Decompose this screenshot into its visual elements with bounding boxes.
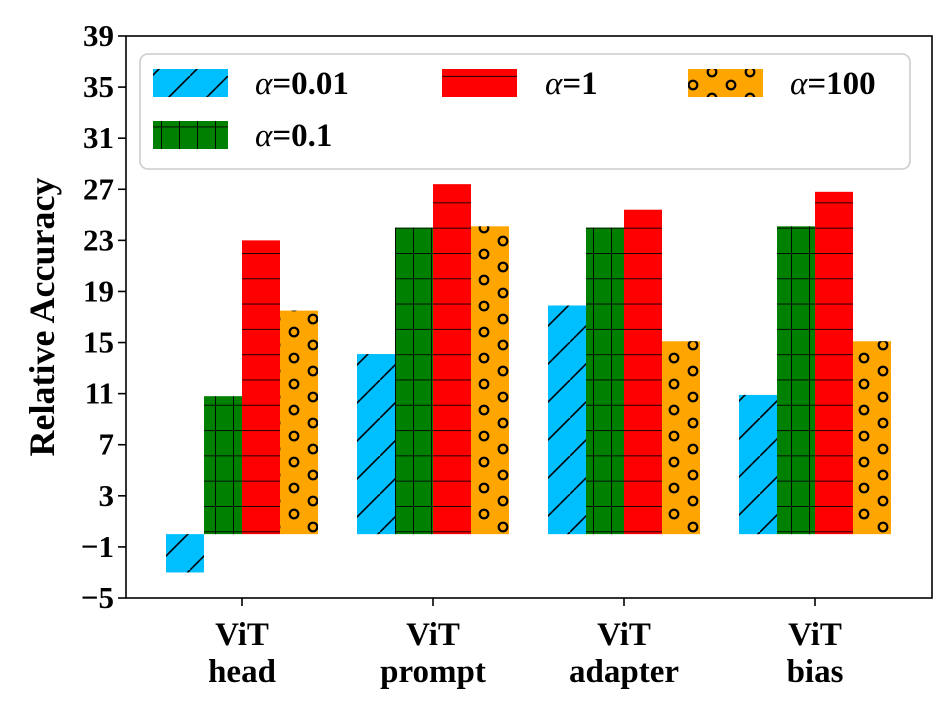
y-tick-label: 19 bbox=[83, 273, 114, 308]
bar--100-bias-hatch bbox=[853, 341, 891, 535]
y-tick-label: 11 bbox=[85, 376, 114, 411]
legend-swatch-alpha-0.1-hatch bbox=[153, 121, 228, 149]
y-tick-label: 27 bbox=[83, 171, 114, 206]
x-tick-label: prompt bbox=[380, 654, 486, 690]
bar--0.1-prompt-hatch bbox=[395, 227, 433, 535]
legend-label-alpha-0.1: α=0.1 bbox=[255, 118, 332, 154]
legend-swatch-alpha-1-hatch bbox=[442, 69, 517, 97]
x-tick-label: head bbox=[208, 654, 276, 690]
bar--0.1-adapter-hatch bbox=[586, 227, 624, 535]
bar--1-adapter-hatch bbox=[624, 209, 662, 535]
y-tick-label: −1 bbox=[81, 529, 114, 564]
bar--0.01-bias-hatch bbox=[739, 394, 777, 535]
legend-label-alpha-0.01: α=0.01 bbox=[255, 66, 349, 102]
bars-group bbox=[166, 184, 891, 573]
bar--0.1-bias-hatch bbox=[777, 226, 815, 535]
legend-swatch-alpha-100-hatch bbox=[688, 69, 763, 97]
y-tick-label: 7 bbox=[99, 427, 115, 462]
bar--1-head-hatch bbox=[242, 240, 280, 535]
bar--100-adapter-hatch bbox=[662, 341, 700, 535]
bar--0.01-head-hatch bbox=[166, 534, 204, 573]
bar--1-bias-hatch bbox=[815, 191, 853, 535]
bar--1-prompt-hatch bbox=[433, 184, 471, 535]
bar--100-head-hatch bbox=[280, 310, 318, 535]
x-tick-label: ViT bbox=[215, 617, 269, 653]
bar--100-prompt-hatch bbox=[471, 226, 509, 535]
legend-entry-alpha-0.1: α=0.1 bbox=[153, 118, 332, 154]
y-axis: −5 −1 3 7 11 15 19 23 27 31 35 39 bbox=[81, 18, 126, 615]
x-tick-label: bias bbox=[787, 654, 844, 690]
y-tick-label: 35 bbox=[83, 69, 114, 104]
y-tick-label: 23 bbox=[83, 222, 114, 257]
x-tick-label: ViT bbox=[406, 617, 460, 653]
plot-area-frame bbox=[125, 35, 933, 599]
x-tick-label: ViT bbox=[788, 617, 842, 653]
y-tick-label: 31 bbox=[83, 120, 114, 155]
x-tick-label: adapter bbox=[569, 654, 679, 690]
y-tick-label: 15 bbox=[83, 325, 114, 360]
legend-label-alpha-100: α=100 bbox=[790, 66, 876, 102]
y-tick-label: 3 bbox=[99, 478, 115, 513]
y-tick-label: −5 bbox=[81, 580, 114, 615]
legend: α=0.01 α=0.1 α=1 α=100 bbox=[139, 53, 911, 170]
legend-swatch-alpha-0.01-hatch bbox=[153, 69, 228, 97]
bar--0.01-adapter-hatch bbox=[548, 305, 586, 535]
legend-entry-alpha-0.01: α=0.01 bbox=[153, 66, 349, 102]
bar--0.01-prompt-hatch bbox=[357, 354, 395, 535]
x-tick-label: ViT bbox=[597, 617, 651, 653]
y-tick-label: 39 bbox=[83, 18, 114, 53]
legend-entry-alpha-1: α=1 bbox=[442, 66, 598, 102]
bar--0.1-head-hatch bbox=[204, 396, 242, 535]
legend-label-alpha-1: α=1 bbox=[545, 66, 598, 102]
y-axis-label: Relative Accuracy bbox=[22, 178, 62, 457]
legend-entry-alpha-100: α=100 bbox=[688, 66, 876, 102]
